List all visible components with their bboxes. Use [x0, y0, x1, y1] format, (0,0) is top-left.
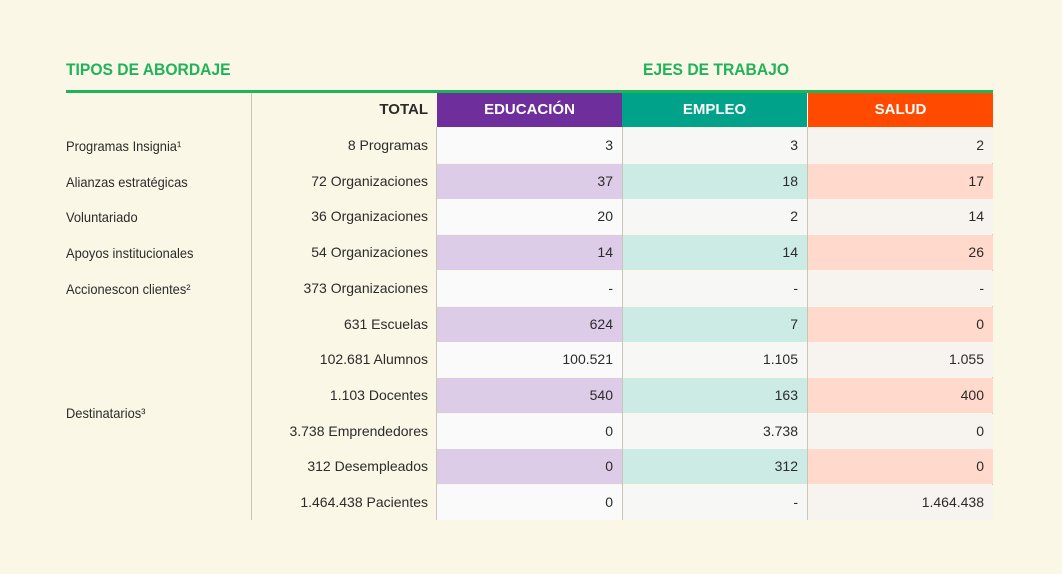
table-cell-educacion: 20	[437, 199, 622, 234]
table-cell-salud: 17	[808, 164, 993, 199]
table-cell-total: 36 Organizaciones	[311, 208, 428, 224]
table-cell-educacion: 14	[437, 235, 622, 270]
label-column-divider	[251, 93, 252, 520]
table-cell-empleo: 18	[623, 164, 807, 199]
table-cell-total: 102.681 Alumnos	[319, 351, 428, 367]
table-cell-total: 1.464.438 Pacientes	[300, 494, 428, 510]
table-cell-salud: -	[808, 271, 993, 306]
table-cell-educacion: 0	[437, 485, 622, 520]
column-divider	[807, 127, 808, 520]
table-cell-educacion: 624	[437, 307, 622, 342]
table-cell-salud: 0	[808, 449, 993, 484]
table-cell-total: 1.103 Docentes	[329, 387, 428, 403]
table-cell-empleo: 312	[623, 449, 807, 484]
table-cell-educacion: 540	[437, 378, 622, 413]
table-cell-empleo: 3	[623, 128, 807, 163]
table-cell-empleo: -	[623, 271, 807, 306]
column-header-educacion: EDUCACIÓN	[437, 93, 622, 127]
table-cell-empleo: 3.738	[623, 414, 807, 449]
table-cell-salud: 2	[808, 128, 993, 163]
heading-ejes-de-trabajo: EJES DE TRABAJO	[643, 60, 790, 79]
table-cell-empleo: 14	[623, 235, 807, 270]
table-cell-empleo: 163	[623, 378, 807, 413]
table-cell-salud: 14	[808, 199, 993, 234]
table-cell-total: 373 Organizaciones	[303, 280, 428, 296]
table-cell-educacion: 37	[437, 164, 622, 199]
column-header-empleo: EMPLEO	[622, 93, 807, 127]
table-cell-total: 631 Escuelas	[343, 316, 428, 332]
column-divider	[436, 127, 437, 520]
row-label-voluntariado: Voluntariado	[66, 209, 138, 225]
row-label-destinatarios: Destinatarios³	[66, 405, 146, 421]
table-cell-salud: 0	[808, 414, 993, 449]
row-label-programas: Programas Insignia¹	[66, 138, 182, 154]
table-cell-total: 72 Organizaciones	[311, 173, 428, 189]
table-cell-salud: 0	[808, 307, 993, 342]
table-cell-empleo: 2	[623, 199, 807, 234]
table-cell-educacion: 0	[437, 449, 622, 484]
table-cell-salud: 26	[808, 235, 993, 270]
table-cell-total: 3.738 Emprendedores	[289, 423, 428, 439]
table-cell-total: 312 Desempleados	[307, 458, 428, 474]
row-label-apoyos: Apoyos institucionales	[66, 245, 194, 261]
table-cell-total: 8 Programas	[347, 137, 428, 153]
table-cell-empleo: 1.105	[623, 342, 807, 377]
header-rule	[66, 90, 993, 93]
row-label-acciones: Accionescon clientes²	[66, 281, 191, 297]
table-cell-educacion: 0	[437, 414, 622, 449]
table-cell-salud: 1.464.438	[808, 485, 993, 520]
table-cell-educacion: 3	[437, 128, 622, 163]
table-cell-salud: 1.055	[808, 342, 993, 377]
column-divider	[622, 127, 623, 520]
table-cell-empleo: -	[623, 485, 807, 520]
heading-tipos-de-abordaje: TIPOS DE ABORDAJE	[66, 60, 231, 79]
column-header-total: TOTAL	[379, 101, 428, 118]
table-cell-salud: 400	[808, 378, 993, 413]
table-cell-educacion: 100.521	[437, 342, 622, 377]
table-cell-empleo: 7	[623, 307, 807, 342]
column-header-salud: SALUD	[808, 93, 993, 127]
table-cell-total: 54 Organizaciones	[311, 244, 428, 260]
row-label-alianzas: Alianzas estratégicas	[66, 174, 188, 190]
table-cell-educacion: -	[437, 271, 622, 306]
